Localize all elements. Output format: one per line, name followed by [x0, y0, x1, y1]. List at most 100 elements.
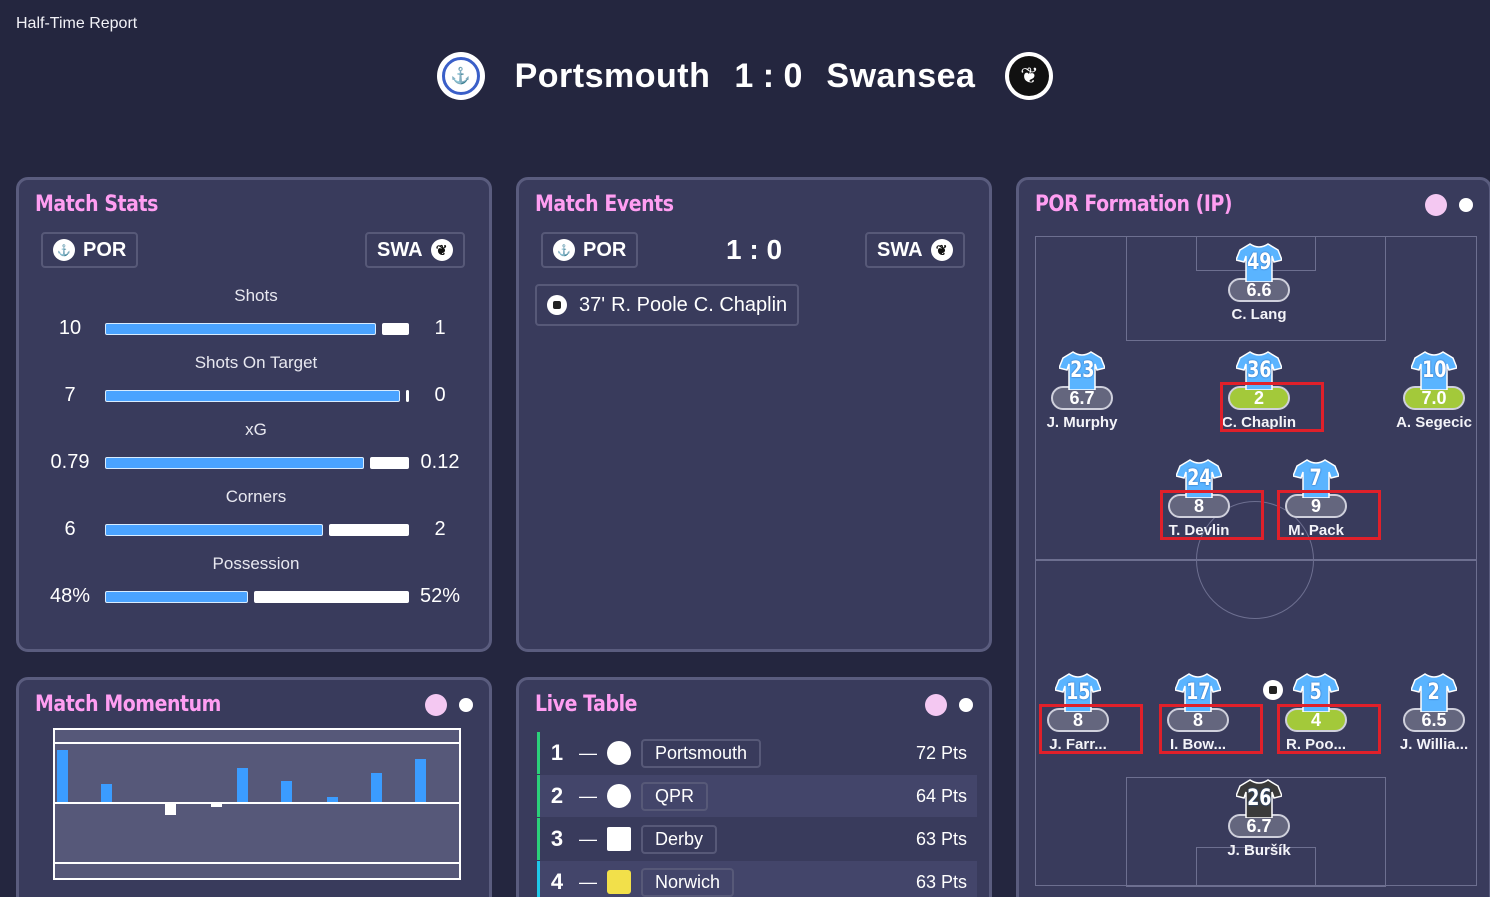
player-name: J. Willia... — [1399, 736, 1469, 753]
player-card[interactable]: 26 6.7 J. Buršík — [1204, 778, 1314, 859]
stat-away-value: 2 — [434, 518, 446, 540]
centre-circle — [1196, 501, 1314, 619]
formation-title: POR Formation (IP) — [1035, 192, 1233, 217]
shirt-number: 17 — [1185, 679, 1211, 705]
rating-highlight-box — [1159, 704, 1263, 754]
stat-home-value: 10 — [58, 317, 82, 339]
rating-highlight-box — [1220, 382, 1324, 432]
stat-label: Corners — [225, 487, 287, 506]
player-card[interactable]: 49 6.6 C. Lang — [1204, 242, 1314, 323]
team-crest-icon — [607, 784, 631, 808]
table-team-name[interactable]: QPR — [641, 781, 709, 811]
shirt-icon: 36 — [1236, 350, 1282, 390]
player-rating: 7.0 — [1403, 386, 1465, 410]
stat-label: Shots On Target — [194, 353, 318, 372]
momentum-bar — [281, 781, 292, 802]
portsmouth-crest-icon: ⚓ — [553, 239, 575, 261]
live-table-row[interactable]: 3 — Derby 63 Pts — [537, 818, 977, 860]
shirt-number: 7 — [1309, 465, 1323, 491]
player-card[interactable]: 10 7.0 A. Segecic — [1379, 350, 1489, 431]
shirt-icon: 5 — [1293, 672, 1339, 712]
player-card[interactable]: 15 8 J. Farr... — [1023, 672, 1133, 753]
panel-pager[interactable] — [925, 694, 973, 716]
swansea-crest-icon: ❦ — [930, 239, 953, 261]
events-home-chip[interactable]: ⚓ POR — [541, 232, 639, 268]
shirt-icon: 2 — [1411, 672, 1457, 712]
event-assist: C. Chaplin — [693, 293, 788, 316]
match-events-panel: Match Events ⚓ POR 1 : 0 SWA ❦ 37' R. Po… — [516, 177, 992, 652]
player-card[interactable]: 17 8 I. Bow... — [1143, 672, 1253, 753]
player-rating: 8 — [1168, 494, 1230, 518]
momentum-bar — [57, 750, 68, 802]
shirt-icon: 7 — [1293, 458, 1339, 498]
momentum-chart — [53, 728, 461, 880]
events-away-chip[interactable]: SWA ❦ — [865, 232, 965, 268]
player-card[interactable]: 2 6.5 J. Willia... — [1379, 672, 1489, 753]
stat-away-bar — [382, 323, 409, 335]
shirt-icon: 10 — [1411, 350, 1457, 390]
shirt-number: 10 — [1421, 357, 1447, 383]
stat-away-bar — [329, 524, 409, 536]
table-position: 2 — [550, 783, 564, 808]
match-momentum-panel: Match Momentum — [16, 677, 492, 897]
position-change: — — [579, 785, 597, 806]
panel-pager[interactable] — [425, 694, 473, 716]
stat-away-bar — [406, 390, 409, 402]
swansea-crest-icon: ❦ — [1005, 52, 1054, 100]
live-table-row[interactable]: 1 — Portsmouth 72 Pts — [537, 732, 977, 774]
pager-dot-active[interactable] — [425, 694, 447, 716]
position-change: — — [579, 871, 597, 892]
shirt-icon: 23 — [1059, 350, 1105, 390]
events-away-abbr: SWA — [877, 238, 923, 261]
shirt-icon: 49 — [1236, 242, 1282, 282]
stat-away-value: 0 — [434, 384, 446, 406]
live-table-panel: Live Table 1 — Portsmouth 72 Pts 2 — QPR… — [516, 677, 992, 897]
table-team-name[interactable]: Norwich — [641, 867, 735, 897]
home-team-chip[interactable]: ⚓ POR — [41, 232, 139, 268]
window-title: Half-Time Report — [16, 15, 138, 32]
shirt-icon: 26 — [1236, 778, 1282, 818]
shirt-number: 23 — [1069, 357, 1095, 383]
swansea-crest-icon: ❦ — [430, 239, 453, 261]
stat-label: Shots — [234, 286, 278, 305]
player-card[interactable]: 5 4 R. Poo... — [1261, 672, 1371, 753]
event-scorer: R. Poole — [611, 293, 688, 316]
player-name: T. Devlin — [1168, 522, 1230, 539]
shirt-icon: 15 — [1055, 672, 1101, 712]
live-table-title: Live Table — [535, 692, 638, 717]
table-team-name[interactable]: Derby — [641, 824, 718, 854]
live-table-row[interactable]: 2 — QPR 64 Pts — [537, 775, 977, 817]
pager-dot[interactable] — [1459, 198, 1473, 212]
goal-event[interactable]: 37' R. Poole C. Chaplin — [535, 284, 800, 326]
shirt-number: 24 — [1186, 465, 1212, 491]
shirt-number: 49 — [1246, 249, 1272, 275]
player-rating: 9 — [1285, 494, 1347, 518]
player-card[interactable]: 7 9 M. Pack — [1261, 458, 1371, 539]
panel-pager[interactable] — [1425, 194, 1473, 216]
position-change: — — [579, 742, 597, 763]
pager-dot[interactable] — [959, 698, 973, 712]
player-card[interactable]: 36 2 C. Chaplin — [1204, 350, 1314, 431]
shirt-number: 5 — [1309, 679, 1323, 705]
home-team-abbr: POR — [83, 238, 127, 261]
live-table-row[interactable]: 4 — Norwich 63 Pts — [537, 861, 977, 897]
goal-scored-icon — [1263, 680, 1283, 700]
table-team-name[interactable]: Portsmouth — [641, 738, 762, 768]
momentum-bar — [327, 797, 338, 802]
away-team-chip[interactable]: SWA ❦ — [365, 232, 465, 268]
pager-dot[interactable] — [459, 698, 473, 712]
scoreline-header: ⚓ Portsmouth 1 : 0 Swansea ❦ — [0, 50, 1490, 102]
stat-label: xG — [245, 420, 267, 439]
player-card[interactable]: 24 8 T. Devlin — [1144, 458, 1254, 539]
player-rating: 8 — [1167, 708, 1229, 732]
momentum-bar — [165, 804, 176, 815]
header-score: 1 : 0 — [734, 56, 803, 95]
match-stats-title: Match Stats — [35, 192, 158, 217]
player-card[interactable]: 23 6.7 J. Murphy — [1027, 350, 1137, 431]
pager-dot-active[interactable] — [925, 694, 947, 716]
table-position: 4 — [550, 869, 564, 894]
momentum-bar — [371, 773, 382, 802]
pager-dot-active[interactable] — [1425, 194, 1447, 216]
position-change: — — [579, 828, 597, 849]
stat-away-bar — [254, 591, 409, 603]
